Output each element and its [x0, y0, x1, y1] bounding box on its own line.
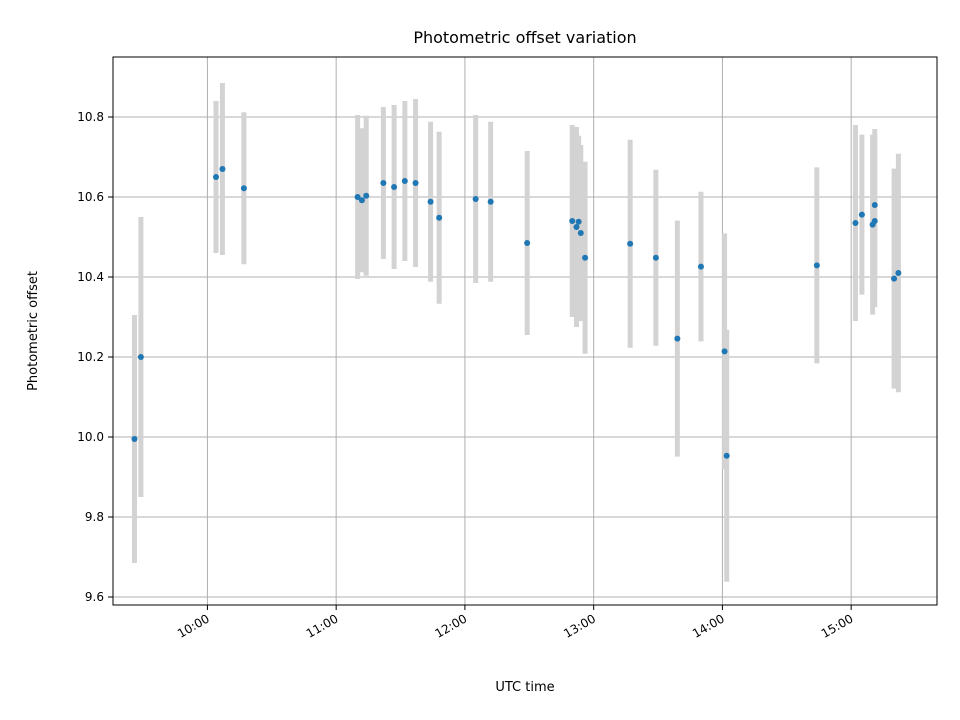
plot-frame [112, 56, 938, 606]
data-point [137, 354, 144, 360]
y-tick-label: 9.8 [85, 510, 104, 524]
data-point [627, 240, 634, 247]
y-tick-label: 10.4 [77, 270, 104, 284]
data-point [813, 262, 820, 269]
x-axis-label: UTC time [495, 680, 554, 695]
data-point [575, 218, 582, 225]
data-point [871, 202, 878, 208]
y-tick-label: 10.0 [77, 430, 104, 444]
data-point [582, 254, 589, 261]
data-point [895, 270, 902, 276]
data-point [240, 185, 247, 192]
data-point [401, 178, 408, 184]
data-point [569, 218, 576, 224]
y-axis-label: Photometric offset [26, 271, 41, 391]
y-axis-ticks: 9.6 9.8 10.0 10.2 10.4 10.6 10.8 [77, 110, 113, 604]
data-point [674, 335, 681, 342]
data-point [363, 192, 370, 199]
y-tick-label: 10.2 [77, 350, 104, 364]
data-point [652, 254, 659, 261]
data-point [391, 184, 398, 190]
data-point [697, 263, 704, 270]
data-point [427, 198, 434, 205]
data-point [852, 220, 859, 226]
data-point [213, 174, 219, 180]
data-points [131, 166, 902, 459]
data-point [871, 218, 878, 224]
data-point [721, 348, 728, 355]
data-point [577, 230, 584, 236]
data-point [380, 180, 387, 186]
data-point [891, 275, 898, 282]
data-point [412, 180, 419, 186]
data-point [358, 197, 365, 204]
y-tick-label: 10.6 [77, 190, 104, 204]
data-point [354, 194, 361, 200]
data-point [487, 198, 494, 205]
chart-title: Photometric offset variation [413, 28, 636, 47]
data-point [723, 452, 730, 459]
data-point [219, 166, 226, 172]
data-point [436, 214, 443, 221]
data-point [573, 224, 580, 230]
y-tick-label: 9.6 [85, 590, 104, 604]
data-point [472, 196, 479, 202]
data-point [524, 240, 531, 246]
y-tick-label: 10.8 [77, 110, 104, 124]
data-point [131, 436, 138, 442]
data-point [858, 211, 865, 218]
